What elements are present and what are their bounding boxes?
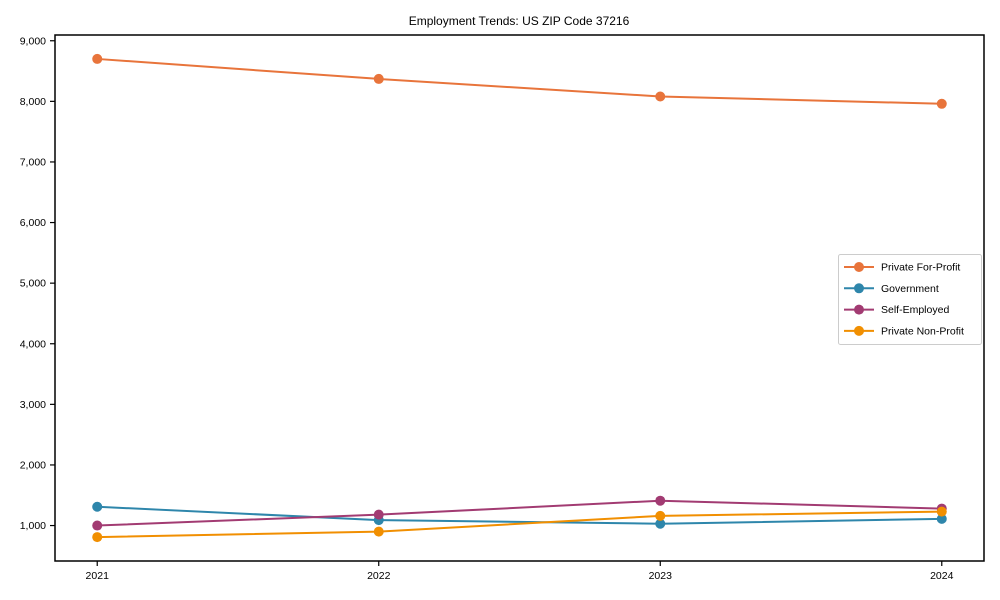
legend-label: Government [881,283,939,295]
plot-box [54,34,985,562]
chart-title: Employment Trends: US ZIP Code 37216 [409,14,630,28]
y-tick-label: 3,000 [20,399,46,411]
data-point-marker [655,495,666,506]
data-point-marker [92,532,103,543]
series-lines [92,53,947,543]
y-tick-label: 1,000 [20,520,46,532]
series-line-government [97,505,942,525]
data-point-marker [92,520,103,531]
legend-swatch-marker [854,283,864,294]
data-point-marker [655,91,666,102]
data-point-marker [373,509,384,520]
legend-swatch-marker [854,262,864,272]
y-tick-label: 5,000 [20,278,46,290]
legend-label: Private Non-Profit [881,325,964,337]
data-point-marker [936,513,947,524]
series-line-self-employed [97,499,942,527]
data-point-marker [655,518,666,529]
data-point-marker [373,526,384,537]
y-tick-label: 2,000 [20,459,46,471]
y-tick-label: 9,000 [20,35,46,47]
legend-swatch-marker [854,325,864,336]
data-point-marker [655,510,666,521]
y-tick-label: 6,000 [20,217,46,229]
data-point-marker [92,501,103,512]
legend-label: Self-Employed [881,304,949,316]
y-tick-label: 8,000 [20,96,46,108]
axes: 1,000 2,000 3,000 4,000 5,000 6,000 7,000 8,000… [20,34,985,582]
legend-label: Private For-Profit [881,262,960,274]
series-line-private-for-profit [97,57,942,105]
x-tick-label: 2024 [930,570,954,582]
data-point-marker [936,98,947,109]
data-point-marker [373,73,384,84]
x-tick-label: 2021 [86,570,110,582]
data-point-marker [92,53,103,64]
data-point-marker [936,506,947,517]
y-tick-label: 4,000 [20,338,46,350]
x-tick-label: 2023 [649,570,673,582]
y-tick-label: 7,000 [20,156,46,168]
legend: Private For-Profit Government Self-Employe… [838,254,982,345]
x-tick-label: 2022 [367,570,391,582]
legend-box [838,254,982,345]
series-line-private-non-profit [97,510,942,539]
legend-swatch-marker [854,304,864,315]
